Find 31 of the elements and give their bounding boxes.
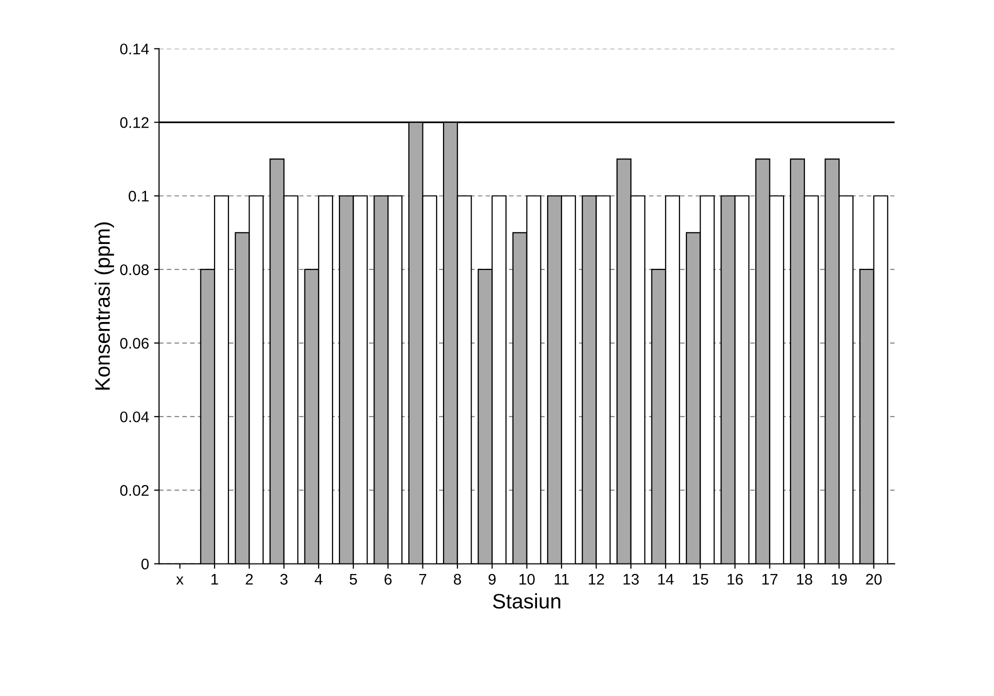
x-tick-label: 7 xyxy=(419,574,426,585)
x-tick-label: 18 xyxy=(797,574,812,585)
y-tick-label: 0.02 xyxy=(120,485,149,496)
x-tick-label: 9 xyxy=(488,574,496,585)
x-tick-label: 4 xyxy=(314,574,322,585)
y-tick-label: 0.08 xyxy=(120,264,149,276)
y-tick-label: 0 xyxy=(141,558,149,570)
y-tick-label: 0.06 xyxy=(120,338,149,349)
y-tick-label: 0.12 xyxy=(120,117,149,128)
x-tick-label: 10 xyxy=(519,574,535,585)
x-axis-title: Stasiun xyxy=(493,593,560,609)
x-tick-label: 13 xyxy=(624,574,639,585)
x-tick-label: 14 xyxy=(658,574,674,585)
x-tick-label: 6 xyxy=(384,574,392,585)
y-tick-label: 0.14 xyxy=(120,44,149,54)
y-tick-label: 0.04 xyxy=(120,411,149,422)
x-tick-label: 1 xyxy=(211,574,218,585)
x-tick-label: 15 xyxy=(692,574,708,585)
x-tick-label: 16 xyxy=(728,574,743,585)
y-axis-title: Konsentrasi (ppm) xyxy=(94,222,114,390)
x-tick-label: 3 xyxy=(280,574,288,585)
x-tick-label: 20 xyxy=(866,574,882,585)
x-tick-label: 2 xyxy=(246,574,253,585)
x-tick-label: 5 xyxy=(350,574,357,585)
x-tick-label: 12 xyxy=(588,574,604,585)
x-tick-label: 11 xyxy=(554,574,569,585)
x-tick-label: x xyxy=(176,576,184,585)
x-tick-label: 17 xyxy=(762,574,778,585)
x-tick-label: 19 xyxy=(832,574,847,585)
x-tick-label: 8 xyxy=(454,574,462,585)
y-tick-label: 0.1 xyxy=(128,190,149,202)
